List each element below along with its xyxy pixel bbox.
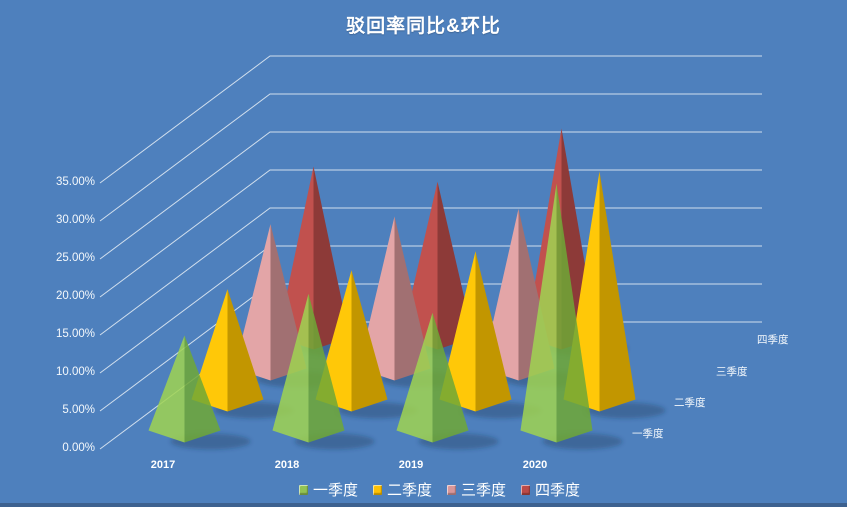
series-row-一季度 [148,183,593,443]
value-axis-label: 30.00% [55,214,95,226]
pyramid-一季度-2019 [396,312,469,443]
value-axis-label: 25.00% [55,252,95,264]
value-axis-label: 15.00% [55,328,95,340]
legend-marker [298,485,308,495]
category-axis-label: 2019 [398,459,424,471]
legend-marker [447,485,456,495]
chart-title: 驳回率同比&环比 [346,16,501,37]
series-axis-label: 三季度 [716,366,748,378]
value-axis-label: 0.00% [62,442,95,454]
value-axis-label: 20.00% [55,290,95,302]
legend-label: 一季度 [312,481,358,499]
pyramid-face-dark [475,251,512,412]
legend-item: 二季度 [372,481,432,499]
pyramid-face-light [396,312,433,443]
pyramid-face-dark [313,166,350,350]
pyramid-face-dark [394,216,431,381]
legend-label: 四季度 [535,481,581,499]
value-axis-label: 10.00% [55,366,95,378]
legend-marker [521,485,531,495]
series-row-三季度 [234,208,555,381]
legend-label: 二季度 [386,481,432,499]
legend-item: 一季度 [298,481,358,499]
pyramid-face-light [148,335,185,443]
pyramid-face-dark [432,312,469,443]
value-axis-label: 5.00% [62,404,95,416]
legend: 一季度 二季度 三季度 四季度 [16,480,847,500]
legend-label: 三季度 [461,481,507,499]
gridline [99,55,762,184]
pyramid-face-dark [556,183,593,443]
series-axis-label: 一季度 [632,428,664,440]
pyramid-一季度-2020 [520,183,593,443]
category-axis-label: 2020 [522,459,548,471]
pyramid-一季度-2018 [272,293,345,443]
gridline [99,169,762,298]
pyramid-face-dark [308,293,345,443]
pyramid-face-dark [184,335,221,443]
series-axis-label: 四季度 [757,334,789,346]
legend-marker [372,485,382,495]
pyramid-face-light [520,183,557,443]
category-axis-label: 2018 [274,459,300,471]
legend-item: 四季度 [521,483,580,498]
pyramid-face-dark [599,171,636,412]
gridline [99,131,762,260]
pyramid-face-dark [227,289,264,412]
pyramid-一季度-2017 [148,335,221,443]
series-axis-label: 二季度 [674,397,706,409]
chart-bottom-edge [0,503,847,507]
pyramid-face-light [272,293,309,443]
value-axis-label: 35.00% [55,176,95,188]
category-axis-label: 2017 [150,459,176,471]
pyramid-face-dark [351,270,388,412]
gridline [99,93,762,222]
legend-item: 三季度 [447,483,506,498]
